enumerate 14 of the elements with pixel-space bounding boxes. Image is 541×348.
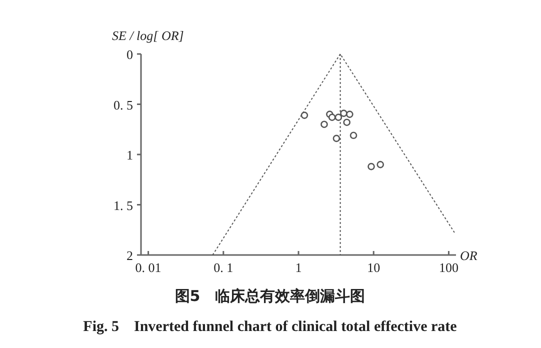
x-tick-label: 0. 01 xyxy=(135,260,162,275)
y-tick-label: 1 xyxy=(126,148,133,162)
x-tick-label: 0. 1 xyxy=(214,260,234,275)
y-axis-title: SE / log[ OR] xyxy=(112,28,184,43)
x-tick-label: 100 xyxy=(438,260,458,275)
x-tick-label: 10 xyxy=(367,260,380,275)
y-tick-label: 0 xyxy=(126,47,133,62)
x-axis-title: OR xyxy=(460,248,478,263)
x-tick-label: 1 xyxy=(295,260,302,275)
text: Fig. 5 Inverted funnel chart of clinical total effective rate xyxy=(83,319,458,335)
text: 图5 临床总有效率倒漏斗图 xyxy=(174,287,366,305)
y-tick-label: 2 xyxy=(126,248,133,263)
y-tick-label: 0. 5 xyxy=(114,97,133,112)
y-tick-label: 1. 5 xyxy=(114,198,133,213)
